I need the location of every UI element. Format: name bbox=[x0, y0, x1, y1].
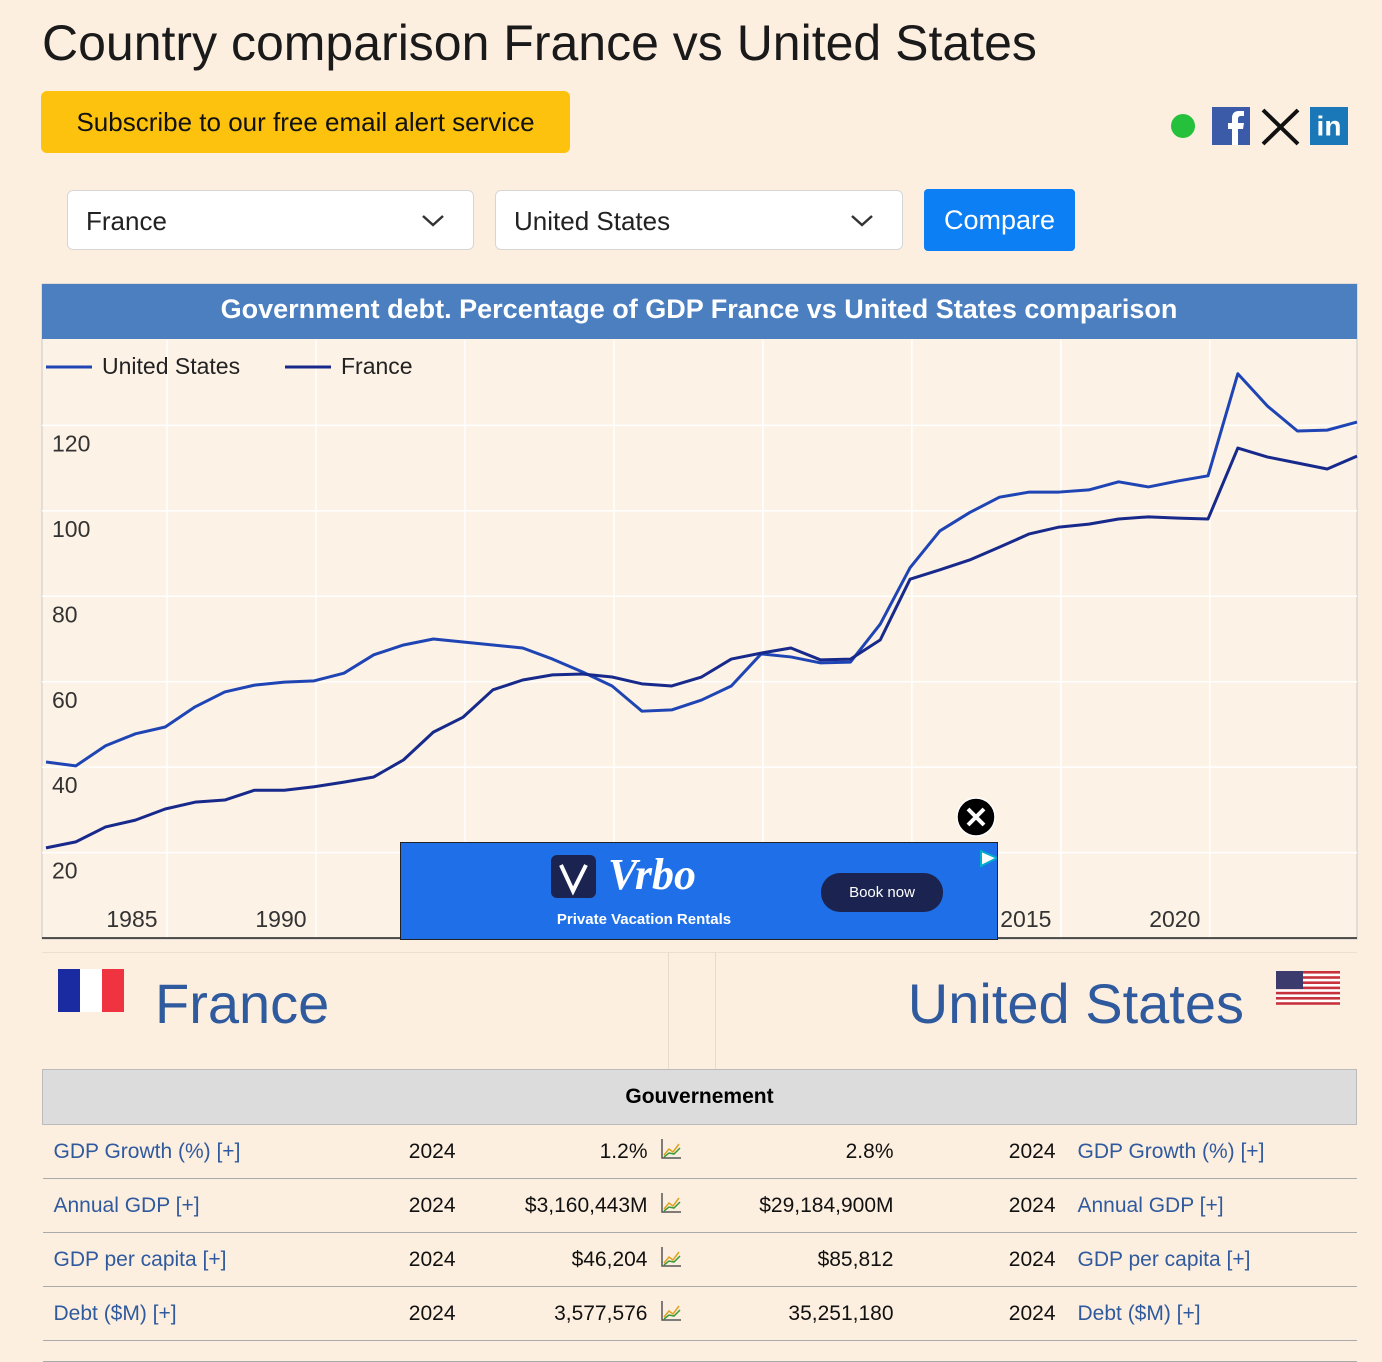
legend-label: United States bbox=[102, 353, 240, 379]
chart-icon[interactable] bbox=[659, 1245, 683, 1269]
table-row: Annual GDP [+] 2024 $3,160,443M $29,184,900… bbox=[42, 1178, 1357, 1233]
country-select[interactable]: United States bbox=[495, 190, 903, 250]
ad-content: Vrbo Private Vacation Rentals Book now bbox=[551, 849, 1000, 928]
section-header: Gouvernement bbox=[42, 1069, 1357, 1125]
indicator-link[interactable]: GDP per capita [+] bbox=[42, 1232, 395, 1287]
indicator-link[interactable]: Debt ($M) [+] bbox=[42, 1286, 395, 1341]
flag-france bbox=[58, 969, 124, 1012]
divider bbox=[668, 953, 716, 1069]
social-icons: in bbox=[1171, 107, 1348, 146]
country-name: France bbox=[155, 972, 330, 1035]
select-value: United States bbox=[514, 206, 671, 236]
empty-cell bbox=[42, 1340, 1357, 1362]
series-line bbox=[45, 446, 1358, 850]
year: 2024 bbox=[904, 1124, 1067, 1179]
table-row: GDP Growth (%) [+] 2024 1.2% 2.8% 2024 GDP Gr… bbox=[42, 1124, 1357, 1179]
indicator-link[interactable]: GDP Growth (%) [+] bbox=[42, 1124, 395, 1179]
table-row: GDP per capita [+] 2024 $46,204 $85,812 2024… bbox=[42, 1232, 1357, 1287]
ad-cta[interactable] bbox=[821, 873, 943, 912]
series-line bbox=[45, 372, 1358, 768]
country-header: France United States bbox=[42, 952, 1357, 1069]
select-value: France bbox=[86, 206, 167, 236]
compare-button[interactable]: Compare bbox=[924, 189, 1075, 251]
y-tick-label: 100 bbox=[52, 516, 90, 542]
x-tick-label: 1985 bbox=[106, 906, 157, 932]
ad-cta-label: Book now bbox=[849, 884, 915, 901]
year: 2024 bbox=[904, 1286, 1067, 1341]
value: 35,251,180 bbox=[682, 1286, 905, 1341]
chart-frame bbox=[41, 283, 1358, 940]
chart-title: Government debt. Percentage of GDP Franc… bbox=[221, 294, 1178, 324]
year: 2024 bbox=[394, 1178, 467, 1233]
svg-text:in: in bbox=[1317, 110, 1342, 141]
indicator-link[interactable]: Debt ($M) [+] bbox=[1066, 1286, 1357, 1341]
year: 2024 bbox=[394, 1124, 467, 1179]
chart-icon[interactable] bbox=[659, 1137, 683, 1161]
value: 2.8% bbox=[682, 1124, 905, 1179]
year: 2024 bbox=[904, 1232, 1067, 1287]
y-tick-label: 60 bbox=[52, 687, 78, 713]
legend-label: France bbox=[341, 353, 413, 379]
whatsapp-icon[interactable] bbox=[1171, 114, 1195, 138]
x-tick-label: 2015 bbox=[1000, 906, 1051, 932]
ad-brand: Vrbo bbox=[608, 850, 696, 899]
x-tick-label: 2020 bbox=[1149, 906, 1200, 932]
year: 2024 bbox=[394, 1286, 467, 1341]
subscribe-button[interactable]: Subscribe to our free email alert servic… bbox=[41, 91, 570, 153]
chart-icon-cell bbox=[658, 1178, 683, 1233]
chart-icon-cell bbox=[658, 1286, 683, 1341]
chart: Government debt. Percentage of GDP Franc… bbox=[41, 283, 1358, 940]
indicator-link[interactable]: Annual GDP [+] bbox=[42, 1178, 395, 1233]
y-tick-label: 80 bbox=[52, 601, 78, 627]
indicator-link[interactable]: GDP Growth (%) [+] bbox=[1066, 1124, 1357, 1179]
indicator-link[interactable]: GDP per capita [+] bbox=[1066, 1232, 1357, 1287]
flag-us bbox=[1276, 971, 1340, 1005]
y-tick-label: 40 bbox=[52, 772, 78, 798]
table-row bbox=[42, 1340, 1357, 1362]
y-tick-label: 120 bbox=[52, 431, 90, 457]
year: 2024 bbox=[394, 1232, 467, 1287]
value: 3,577,576 bbox=[466, 1286, 659, 1341]
value: $3,160,443M bbox=[466, 1178, 659, 1233]
page-title: Country comparison France vs United Stat… bbox=[42, 15, 1037, 71]
country-name: United States bbox=[907, 972, 1244, 1035]
chart-icon-cell bbox=[658, 1124, 683, 1179]
chart-icon[interactable] bbox=[659, 1299, 683, 1323]
x-tick-label: 1990 bbox=[255, 906, 306, 932]
indicator-link[interactable]: Annual GDP [+] bbox=[1066, 1178, 1357, 1233]
country-select[interactable]: France bbox=[67, 190, 474, 250]
chart-header bbox=[42, 284, 1357, 339]
ad-close[interactable] bbox=[956, 797, 996, 837]
x-icon[interactable] bbox=[1261, 108, 1300, 146]
data-table: Gouvernement GDP Growth (%) [+] 2024 1.2% 2… bbox=[42, 1069, 1357, 1362]
value: $85,812 bbox=[682, 1232, 905, 1287]
y-tick-label: 20 bbox=[52, 858, 78, 884]
chart-icon-cell bbox=[658, 1232, 683, 1287]
chart-icon[interactable] bbox=[659, 1191, 683, 1215]
value: $46,204 bbox=[466, 1232, 659, 1287]
table-row: Debt ($M) [+] 2024 3,577,576 35,251,180 2024… bbox=[42, 1286, 1357, 1341]
advertisement[interactable]: Vrbo Private Vacation Rentals Book now bbox=[400, 842, 1000, 940]
chevron bbox=[422, 215, 444, 227]
linkedin-icon[interactable] bbox=[1310, 107, 1348, 145]
ad-tagline: Private Vacation Rentals bbox=[557, 911, 731, 928]
value: $29,184,900M bbox=[682, 1178, 905, 1233]
value: 1.2% bbox=[466, 1124, 659, 1179]
year: 2024 bbox=[904, 1178, 1067, 1233]
chevron bbox=[851, 215, 873, 227]
